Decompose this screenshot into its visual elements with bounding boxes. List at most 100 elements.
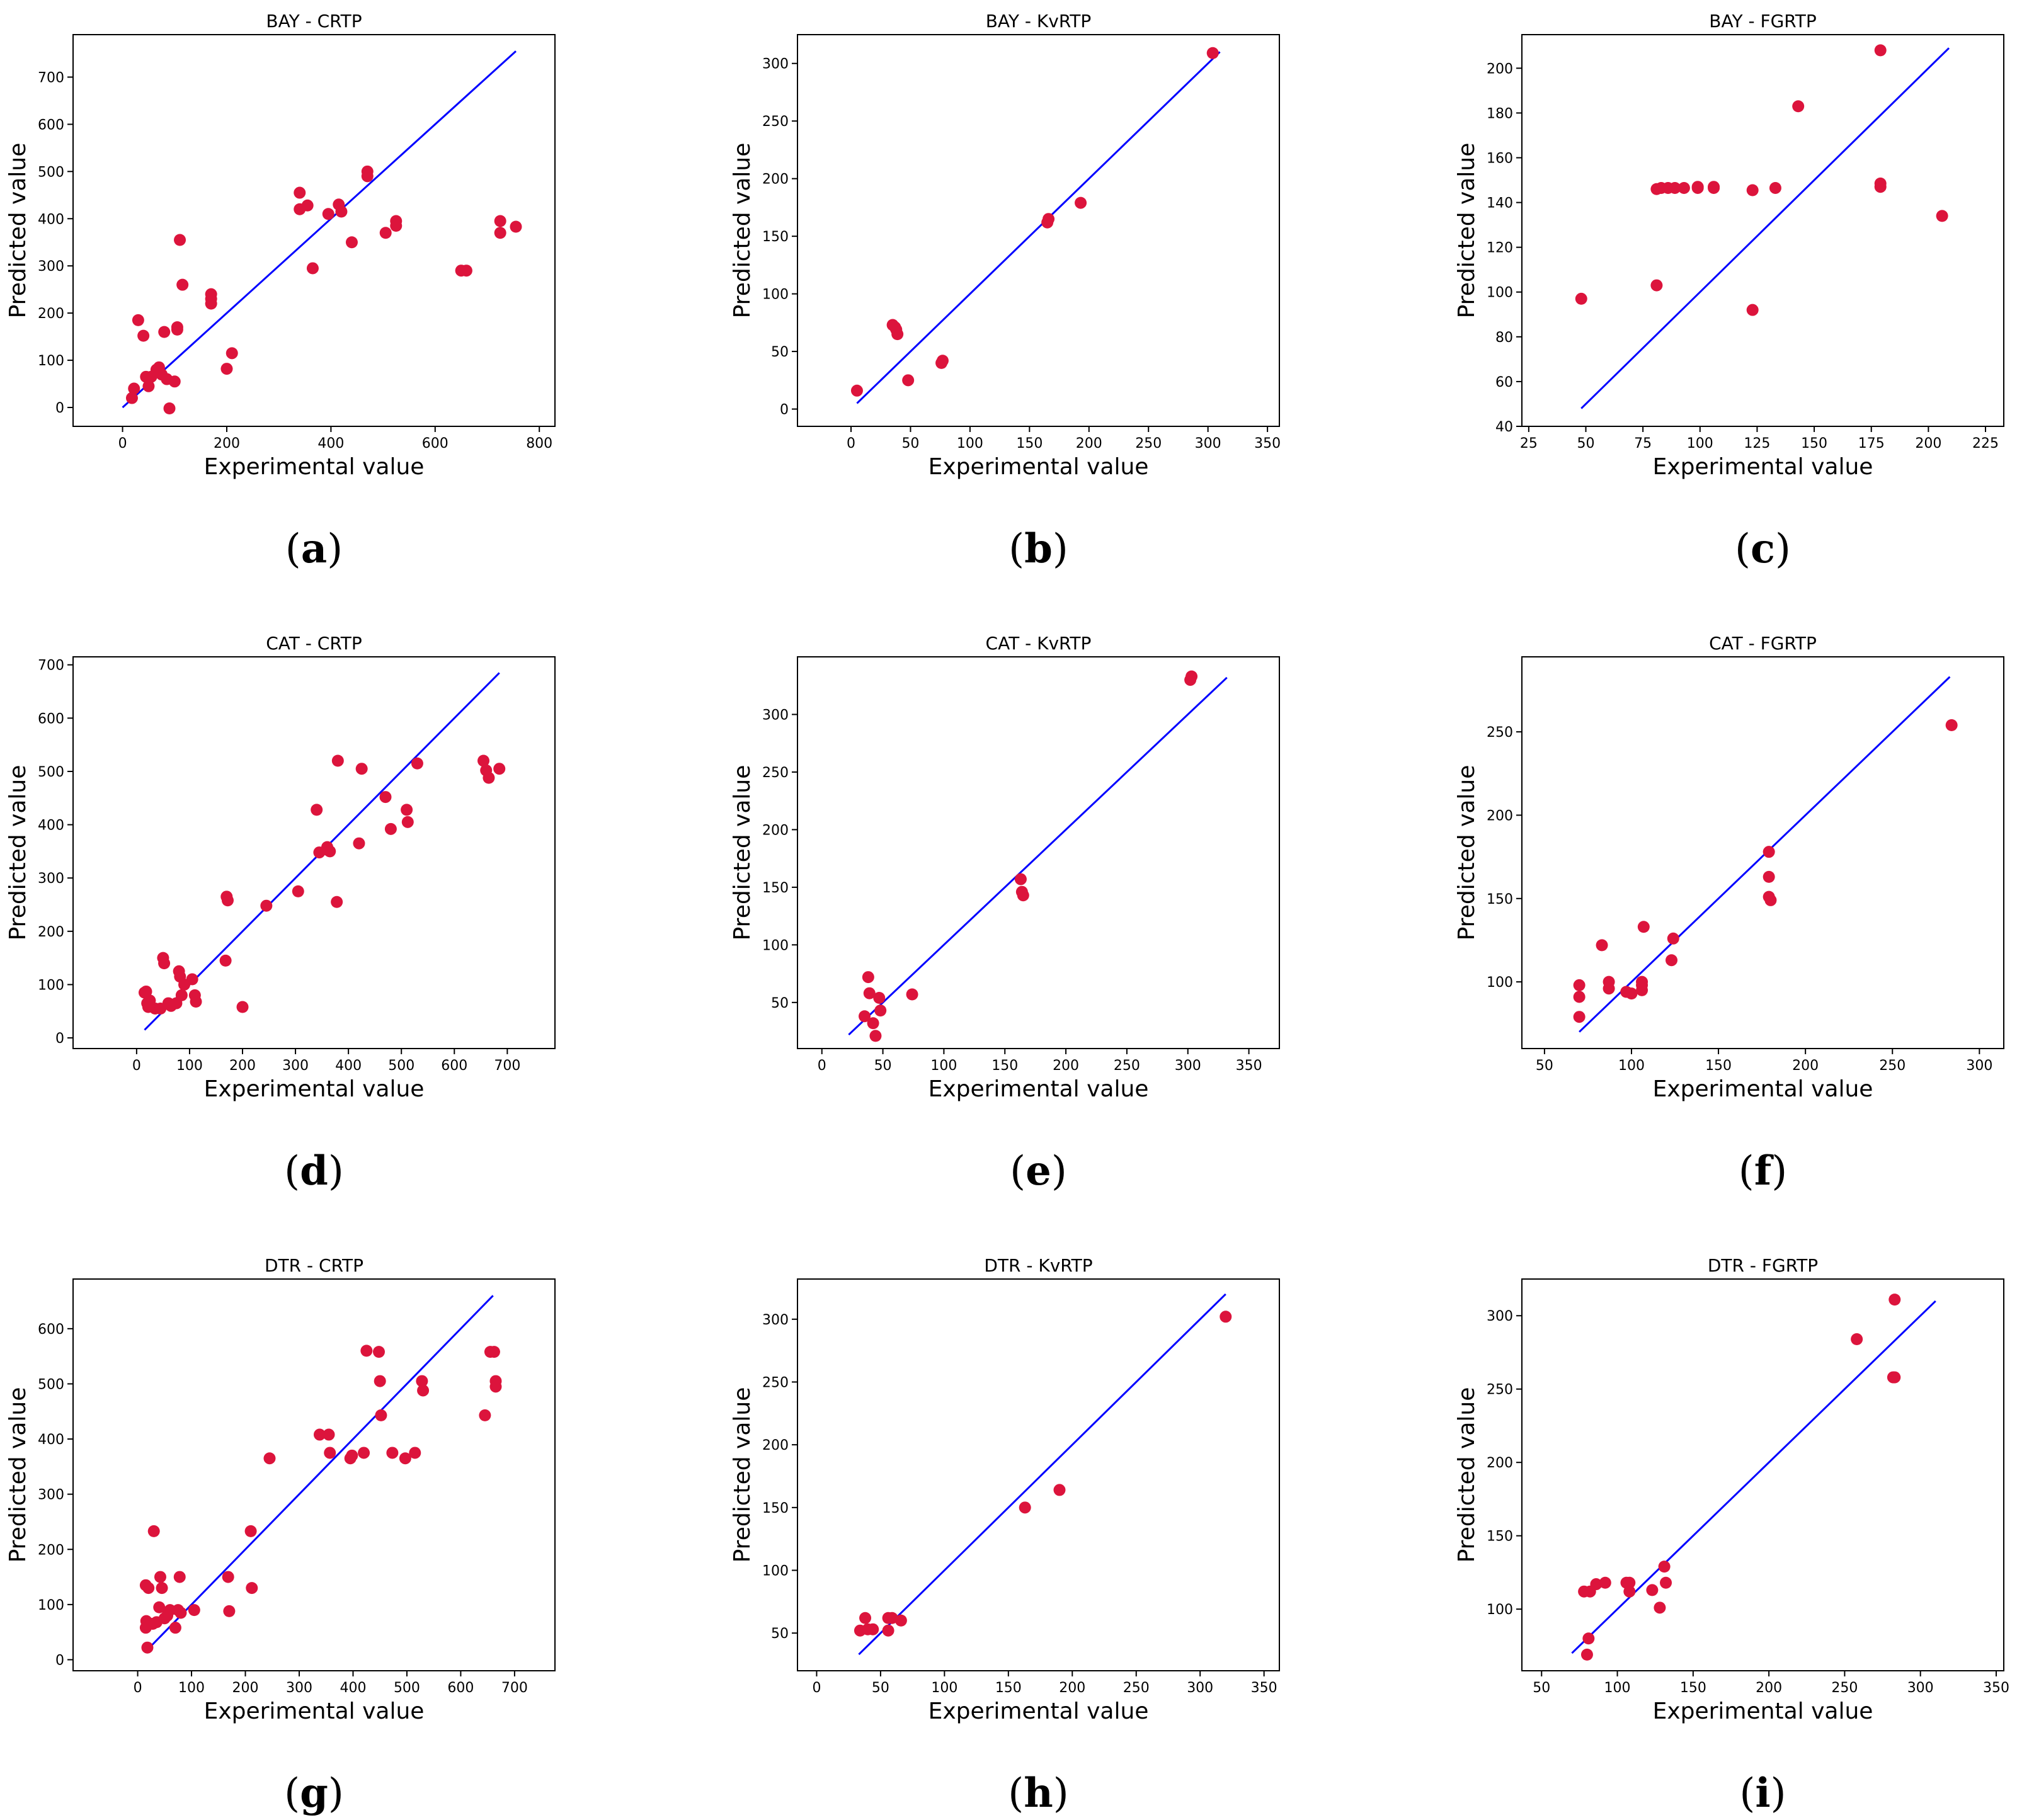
- data-point: [294, 186, 306, 199]
- x-tick-label: 600: [447, 1680, 474, 1696]
- y-tick-label: 500: [38, 1377, 64, 1392]
- x-tick-label: 350: [1251, 1680, 1277, 1696]
- data-point: [850, 384, 863, 397]
- identity-line: [1580, 47, 1950, 409]
- data-point: [324, 845, 336, 858]
- x-axis-label: Experimental value: [1653, 454, 1873, 480]
- data-point: [1763, 846, 1775, 858]
- data-point: [142, 380, 155, 392]
- x-tick-label: 300: [286, 1680, 312, 1696]
- identity-line: [145, 1295, 494, 1652]
- data-point: [1851, 1333, 1863, 1346]
- x-tick-label: 200: [1915, 436, 1941, 452]
- x-tick-label: 0: [812, 1680, 821, 1696]
- data-point: [174, 1607, 187, 1619]
- y-tick-label: 250: [1487, 725, 1513, 741]
- data-point: [246, 1582, 258, 1595]
- panel-caption: (h): [1008, 1770, 1068, 1817]
- x-tick-label: 800: [526, 436, 552, 452]
- data-point: [862, 971, 874, 984]
- data-point: [306, 262, 319, 275]
- data-point: [1623, 1576, 1636, 1589]
- data-point: [174, 234, 186, 246]
- axes-frame: [1521, 656, 2004, 1049]
- y-axis-label: Predicted value: [5, 765, 31, 941]
- y-tick-label: 100: [38, 353, 64, 369]
- x-tick-label: 350: [1983, 1680, 2009, 1696]
- y-tick-label: 400: [38, 818, 64, 834]
- data-point: [390, 220, 403, 232]
- x-tick-label: 125: [1744, 436, 1770, 452]
- identity-line: [848, 676, 1228, 1036]
- y-tick-label: 250: [1487, 1382, 1513, 1398]
- data-point: [1599, 1576, 1611, 1589]
- x-tick-label: 300: [1175, 1058, 1201, 1074]
- y-tick-label: 80: [1495, 330, 1513, 346]
- y-tick-label: 200: [762, 1438, 789, 1453]
- x-axis-label: Experimental value: [1653, 1698, 1873, 1724]
- x-axis-label: Experimental value: [929, 1076, 1149, 1102]
- data-point: [1874, 44, 1887, 57]
- scatter-panel-i: DTR - FGRTP 50 100 150 200 250 300 350 100 150 200…: [1454, 1255, 2009, 1817]
- x-tick-label: 150: [991, 1058, 1018, 1074]
- data-point: [874, 1004, 887, 1017]
- data-point: [353, 837, 365, 850]
- y-tick-label: 0: [55, 1652, 64, 1668]
- x-tick-label: 200: [1059, 1680, 1085, 1696]
- x-tick-label: 175: [1858, 436, 1885, 452]
- y-tick-label: 40: [1495, 419, 1513, 435]
- y-tick-label: 140: [1487, 196, 1513, 212]
- x-tick-label: 50: [1533, 1680, 1550, 1696]
- data-point: [173, 1571, 186, 1583]
- data-point: [1590, 1578, 1603, 1591]
- data-point: [190, 996, 202, 1008]
- data-point: [859, 1010, 871, 1023]
- y-tick-label: 400: [38, 1432, 64, 1448]
- data-point: [1014, 873, 1027, 885]
- x-tick-label: 150: [1016, 436, 1043, 452]
- y-tick-label: 300: [1487, 1309, 1513, 1324]
- data-point: [374, 1375, 386, 1387]
- y-tick-label: 300: [762, 1312, 789, 1328]
- y-tick-label: 600: [38, 711, 64, 727]
- identity-line: [856, 51, 1221, 404]
- panel-title: CAT - CRTP: [266, 633, 362, 654]
- data-point: [158, 957, 171, 970]
- y-tick-label: 150: [762, 880, 789, 896]
- axes-frame: [72, 1278, 556, 1671]
- data-point: [1874, 177, 1887, 190]
- data-point: [1573, 991, 1586, 1003]
- data-point: [1637, 921, 1650, 933]
- y-tick-label: 200: [1487, 1455, 1513, 1471]
- y-tick-label: 400: [38, 212, 64, 227]
- data-point: [1708, 181, 1720, 193]
- panel-caption: (d): [284, 1147, 344, 1195]
- y-axis-label: Predicted value: [729, 765, 755, 941]
- x-tick-label: 100: [930, 1058, 957, 1074]
- x-axis-label: Experimental value: [929, 1698, 1149, 1724]
- data-point: [128, 382, 140, 395]
- data-point: [313, 1428, 326, 1441]
- data-point: [479, 1409, 491, 1421]
- data-point: [379, 227, 392, 239]
- scatter-panel-f: CAT - FGRTP 50 100 150 200 250 300 100 150 200 250…: [1454, 633, 2004, 1195]
- data-point: [223, 1605, 236, 1617]
- y-tick-label: 150: [762, 1501, 789, 1516]
- data-point: [244, 1525, 257, 1537]
- data-point: [1575, 292, 1587, 305]
- y-tick-label: 100: [1487, 285, 1513, 301]
- data-point: [882, 1624, 894, 1637]
- x-tick-label: 300: [1195, 436, 1221, 452]
- x-tick-label: 250: [1135, 436, 1162, 452]
- data-point: [510, 220, 522, 233]
- panel-title: CAT - KvRTP: [986, 633, 1092, 654]
- data-point: [1075, 196, 1087, 209]
- y-tick-label: 500: [38, 164, 64, 180]
- data-point: [1017, 889, 1029, 902]
- y-tick-label: 160: [1487, 151, 1513, 166]
- x-tick-label: 350: [1236, 1058, 1262, 1074]
- panel-title: DTR - KvRTP: [984, 1255, 1092, 1276]
- data-point: [1669, 181, 1681, 194]
- panel-title: DTR - FGRTP: [1708, 1255, 1818, 1276]
- data-point: [1666, 954, 1678, 967]
